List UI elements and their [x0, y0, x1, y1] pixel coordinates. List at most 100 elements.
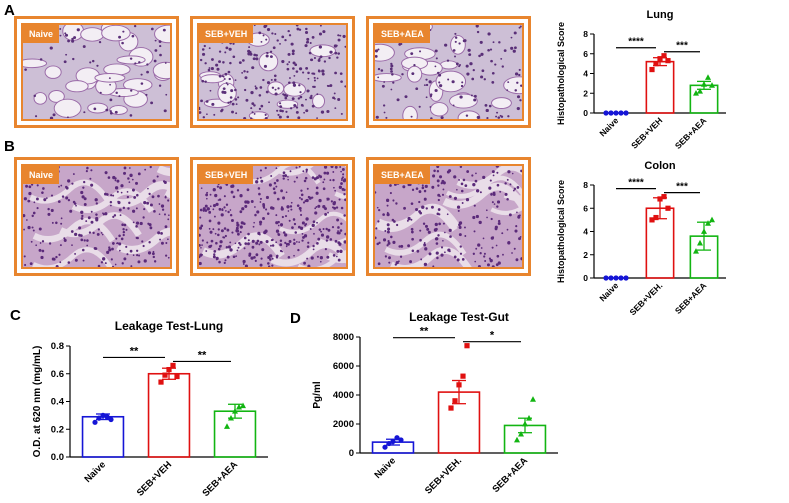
panel-letter-c: C: [10, 307, 21, 324]
data-point: [108, 416, 114, 423]
data-point: [649, 217, 655, 223]
y-tick-label: 6000: [333, 361, 354, 372]
data-point: [661, 53, 667, 59]
data-point: [166, 366, 172, 373]
x-tick-label: SEB+VEH.: [423, 455, 464, 496]
data-point: [92, 419, 98, 425]
data-point: [661, 194, 667, 200]
y-tick-label: 4: [583, 227, 588, 237]
data-point: [657, 196, 663, 202]
data-point: [613, 110, 619, 116]
y-tick-label: 6: [583, 203, 588, 213]
y-tick-label: 0: [583, 273, 588, 283]
y-axis-label: O.D. at 620 nm (mg/mL): [32, 346, 43, 458]
y-tick-label: 0.4: [51, 397, 65, 408]
data-point: [394, 435, 400, 441]
y-tick-label: 0.0: [51, 452, 64, 463]
data-point: [526, 415, 532, 421]
data-point: [100, 412, 106, 418]
data-point: [228, 414, 234, 421]
data-point: [608, 275, 614, 281]
chart-title: Leakage Test-Lung: [115, 319, 223, 333]
significance-label: ****: [628, 178, 644, 189]
data-point: [705, 74, 711, 80]
micrograph-lung-naive: Naive: [14, 16, 179, 128]
data-point: [665, 205, 671, 211]
data-point: [657, 56, 663, 62]
data-point: [701, 228, 707, 234]
micrograph-label: Naive: [23, 166, 60, 184]
data-point: [240, 402, 246, 409]
y-tick-label: 4: [583, 69, 588, 79]
significance-label: ****: [628, 37, 644, 48]
x-tick-label: SEB+AEA: [490, 455, 530, 495]
data-point: [158, 379, 164, 385]
y-tick-label: 0.8: [51, 341, 64, 352]
y-tick-label: 8000: [333, 332, 354, 343]
data-point: [170, 362, 176, 369]
data-point: [693, 248, 699, 254]
micrograph-lung-seb-aea: SEB+AEA: [366, 16, 531, 128]
micrograph-colon-seb-aea: SEB+AEA: [366, 157, 531, 276]
chart-title: Colon: [644, 160, 675, 172]
data-point: [518, 430, 524, 437]
micrograph-colon-seb-veh: SEB+VEH: [190, 157, 355, 276]
y-tick-label: 0.2: [51, 424, 64, 435]
y-tick-label: 8: [583, 29, 588, 39]
y-tick-label: 0.6: [51, 369, 64, 380]
data-point: [618, 275, 624, 281]
data-point: [174, 373, 180, 380]
data-point: [709, 216, 715, 223]
tissue-image: [23, 166, 170, 267]
significance-label: **: [130, 345, 139, 357]
y-tick-label: 0: [349, 448, 354, 459]
micrograph-label: SEB+VEH: [199, 25, 254, 43]
data-point: [162, 372, 168, 378]
data-point: [697, 239, 703, 246]
significance-label: ***: [676, 41, 688, 52]
panel-letter-b: B: [4, 138, 15, 155]
data-point: [603, 275, 609, 281]
y-axis-label: Histopathological Score: [556, 22, 566, 125]
data-point: [514, 436, 520, 443]
y-tick-label: 6: [583, 49, 588, 59]
chart-title: Lung: [647, 9, 674, 21]
data-point: [709, 82, 715, 88]
micrograph-label: SEB+AEA: [375, 166, 430, 184]
data-point: [448, 405, 454, 411]
chart-title: Leakage Test-Gut: [409, 310, 509, 324]
y-tick-label: 8: [583, 180, 588, 190]
data-point: [665, 58, 671, 64]
x-tick-label: Naive: [372, 455, 398, 481]
data-point: [96, 415, 102, 421]
data-point: [464, 343, 470, 349]
data-point: [398, 437, 404, 443]
significance-label: ***: [676, 182, 688, 193]
data-point: [522, 420, 528, 427]
data-point: [613, 275, 619, 281]
data-point: [618, 110, 624, 116]
data-point: [608, 110, 614, 116]
data-point: [530, 396, 536, 402]
data-point: [390, 438, 396, 444]
data-point: [224, 423, 230, 429]
y-axis-label: Pg/ml: [312, 381, 323, 408]
micrograph-colon-naive: Naive: [14, 157, 179, 276]
panel-letter-d: D: [290, 310, 301, 327]
data-point: [232, 408, 238, 414]
micrograph-label: SEB+AEA: [375, 25, 430, 43]
significance-label: **: [198, 349, 207, 361]
data-point: [697, 88, 703, 94]
micrograph-lung-seb-veh: SEB+VEH: [190, 16, 355, 128]
tissue-image: [199, 25, 346, 119]
data-point: [653, 61, 659, 67]
data-point: [382, 444, 388, 450]
micrograph-label: Naive: [23, 25, 60, 43]
micrograph-label: SEB+VEH: [199, 166, 254, 184]
data-point: [653, 214, 659, 221]
data-point: [701, 81, 707, 87]
